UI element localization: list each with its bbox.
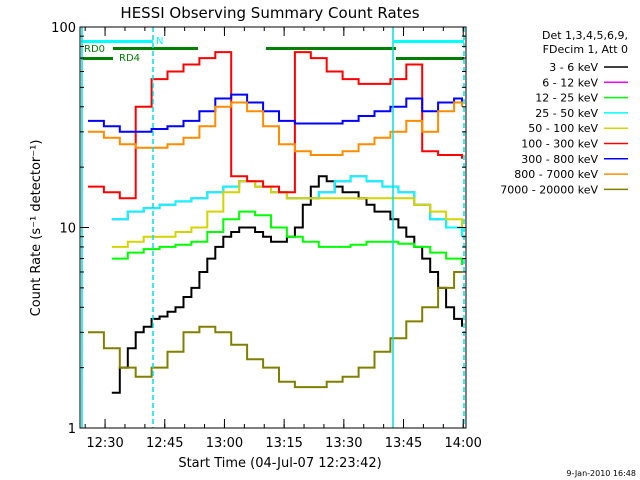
y-tick-label: 10	[59, 222, 76, 237]
attenuator-label: RD4	[119, 53, 140, 64]
legend: Det 1,3,4,5,6,9,FDecim 1, Att 0 3 - 6 keV…	[500, 29, 628, 196]
attenuator-bar	[113, 47, 198, 50]
chart-title: HESSI Observing Summary Count Rates	[120, 4, 419, 22]
series-line-5	[88, 51, 463, 200]
x-tick-label: 13:15	[265, 436, 302, 451]
legend-label: 12 - 25 keV	[535, 92, 598, 105]
legend-label: 6 - 12 keV	[542, 76, 598, 89]
series-line-6	[88, 93, 463, 133]
y-tick-label: 100	[51, 21, 76, 36]
legend-label: 50 - 100 keV	[528, 122, 598, 135]
x-tick-label: 12:30	[86, 436, 123, 451]
legend-label: 3 - 6 keV	[549, 61, 598, 74]
attenuator-bar	[266, 47, 396, 50]
series-line-7	[88, 101, 463, 156]
legend-label: 7000 - 20000 keV	[500, 183, 598, 196]
legend-label: 25 - 50 keV	[535, 107, 598, 120]
axes: 12:30 12:45 13:00 13:15 13:30 13:45 14:00 1 10 10…	[51, 21, 482, 451]
x-tick-label: 12:45	[146, 436, 183, 451]
attenuator-label: RD0	[84, 44, 105, 55]
legend-label: 100 - 300 keV	[521, 138, 598, 151]
attenuator-overlay: RD0 RD4 N	[81, 27, 465, 428]
x-axis-label: Start Time (04-Jul-07 12:23:42)	[178, 456, 381, 471]
plot-area	[88, 51, 463, 394]
attenuator-label: N	[156, 36, 163, 47]
legend-header: FDecim 1, Att 0	[543, 43, 628, 56]
x-tick-label: 13:45	[385, 436, 422, 451]
y-axis-label: Count Rate (s⁻¹ detector⁻¹)	[29, 140, 44, 317]
attenuator-bar	[81, 40, 153, 43]
x-tick-label: 13:00	[206, 436, 243, 451]
series-line-2	[111, 210, 463, 265]
x-tick-label: 13:30	[325, 436, 362, 451]
x-tick-label: 14:00	[444, 436, 481, 451]
attenuator-bar	[394, 40, 464, 43]
legend-label: 300 - 800 keV	[521, 153, 598, 166]
attenuator-bar	[396, 57, 464, 60]
attenuator-bar	[81, 57, 113, 60]
legend-label: 800 - 7000 keV	[514, 168, 598, 181]
legend-header: Det 1,3,4,5,6,9,	[542, 29, 628, 42]
footer-timestamp: 9-Jan-2010 16:48	[566, 469, 636, 478]
series-line-8	[88, 271, 462, 389]
y-tick-label: 1	[68, 422, 76, 437]
series-line-0	[111, 175, 463, 394]
